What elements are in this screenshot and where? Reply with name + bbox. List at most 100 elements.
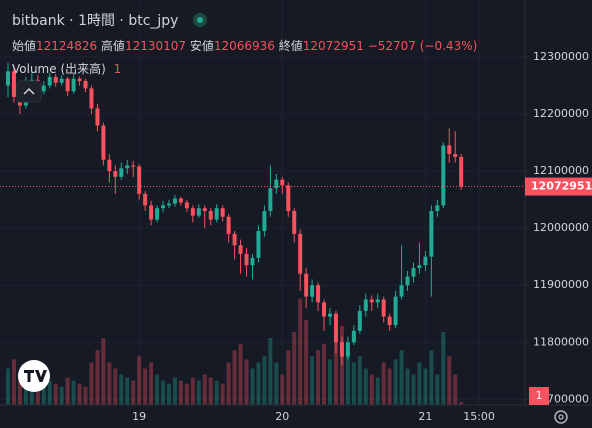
candle-body [155, 208, 160, 220]
candle-body [232, 233, 237, 246]
candle-body [375, 299, 380, 303]
candle-body [11, 71, 16, 97]
volume-bar [286, 350, 291, 405]
candle-body [459, 156, 464, 187]
volume-bar [399, 350, 404, 405]
candle-body [357, 310, 362, 331]
volume-bar [166, 383, 171, 405]
volume-bar [280, 374, 285, 405]
candle-body [113, 171, 118, 177]
volume-bar [214, 380, 219, 405]
candle-body [322, 302, 327, 317]
candle-body [351, 330, 356, 343]
volume-label: Volume (出来高) [12, 62, 106, 76]
candle-body [101, 125, 106, 160]
candle-body [316, 285, 321, 303]
candle-body [166, 203, 171, 206]
volume-bar [65, 377, 70, 405]
y-tick-label: 11800000 [533, 335, 589, 348]
candle-body [429, 211, 434, 257]
volume-bar [220, 383, 225, 405]
collapse-box[interactable] [16, 80, 42, 103]
volume-bar [196, 380, 201, 405]
open-label: 始値 [12, 39, 37, 53]
candle-body [83, 81, 88, 89]
legend-volume-row: Volume (出来高) 1 [12, 60, 121, 77]
volume-bar [208, 377, 213, 405]
volume-bar [393, 359, 398, 405]
volume-bar [53, 383, 58, 405]
volume-bar [161, 380, 166, 405]
grid [0, 0, 525, 405]
volume-bar [411, 374, 416, 405]
close-label: 終値 [278, 39, 303, 53]
candle-body [393, 296, 398, 326]
candle-body [262, 211, 267, 232]
candle-body [298, 233, 303, 274]
candle-body [226, 216, 231, 234]
collapse-button[interactable] [16, 80, 42, 103]
candle-body [119, 168, 124, 177]
candle-body [172, 198, 177, 204]
y-tick-label: 12300000 [533, 50, 589, 63]
settings-button[interactable] [554, 410, 568, 424]
volume-bar [244, 359, 249, 405]
volume-bar [89, 362, 94, 405]
volume-bar [232, 350, 237, 405]
status-indicator [192, 13, 207, 27]
candle-body [59, 78, 64, 83]
volume-bar [113, 368, 118, 405]
candle-body [244, 253, 249, 266]
volume-bar [262, 356, 267, 405]
logo-circle[interactable] [18, 360, 50, 392]
legend-title-row: bitbank · 1時間 · btc_jpy [12, 10, 207, 30]
volume-bar [250, 368, 255, 405]
axes: 1170000011800000119000001200000012100000… [0, 50, 592, 423]
candle-body [125, 165, 130, 169]
y-tick-label: 12000000 [533, 221, 589, 234]
candle-body [310, 285, 315, 297]
candle-body [345, 342, 350, 357]
last-price-box [525, 177, 592, 196]
candle-body [196, 208, 201, 216]
low-label: 安値 [189, 39, 214, 53]
candle-body [292, 211, 297, 234]
gear[interactable] [554, 410, 568, 424]
candle-body [268, 188, 273, 212]
volume-bar [292, 331, 297, 405]
logo-mark [24, 370, 47, 382]
volume-bar [304, 319, 309, 405]
candle-body [220, 208, 225, 217]
candle-body [214, 208, 219, 220]
x-tick-label: 21 [418, 410, 432, 423]
volume-bar [17, 374, 22, 405]
candle-body [190, 208, 195, 216]
volume-bar [131, 380, 136, 405]
candle-body [5, 71, 10, 86]
volume-bar [435, 374, 440, 405]
candle-body [304, 273, 309, 297]
candle-body [250, 257, 255, 266]
volume-bar [71, 380, 76, 405]
x-tick-label: 15:00 [463, 410, 495, 423]
candle-body [417, 265, 422, 269]
candle-body [65, 78, 70, 92]
tv-logo[interactable] [18, 360, 50, 392]
candle-body [333, 313, 338, 343]
candle-body [387, 316, 392, 326]
candle-body [256, 231, 261, 258]
volume-bar [77, 383, 82, 405]
volume-bar [59, 386, 64, 405]
change-value: −52707 [367, 39, 416, 53]
volume-bar [351, 362, 356, 405]
volume-bar [23, 380, 28, 405]
candle-body [143, 193, 148, 206]
volume-bar [268, 338, 273, 405]
candle-body [453, 154, 458, 157]
volume-bar [143, 368, 148, 405]
candle-body [405, 276, 410, 286]
low-value: 12066936 [213, 39, 275, 53]
volume-bar [405, 368, 410, 405]
volume-bar [322, 344, 327, 405]
volume-bar [274, 362, 279, 405]
